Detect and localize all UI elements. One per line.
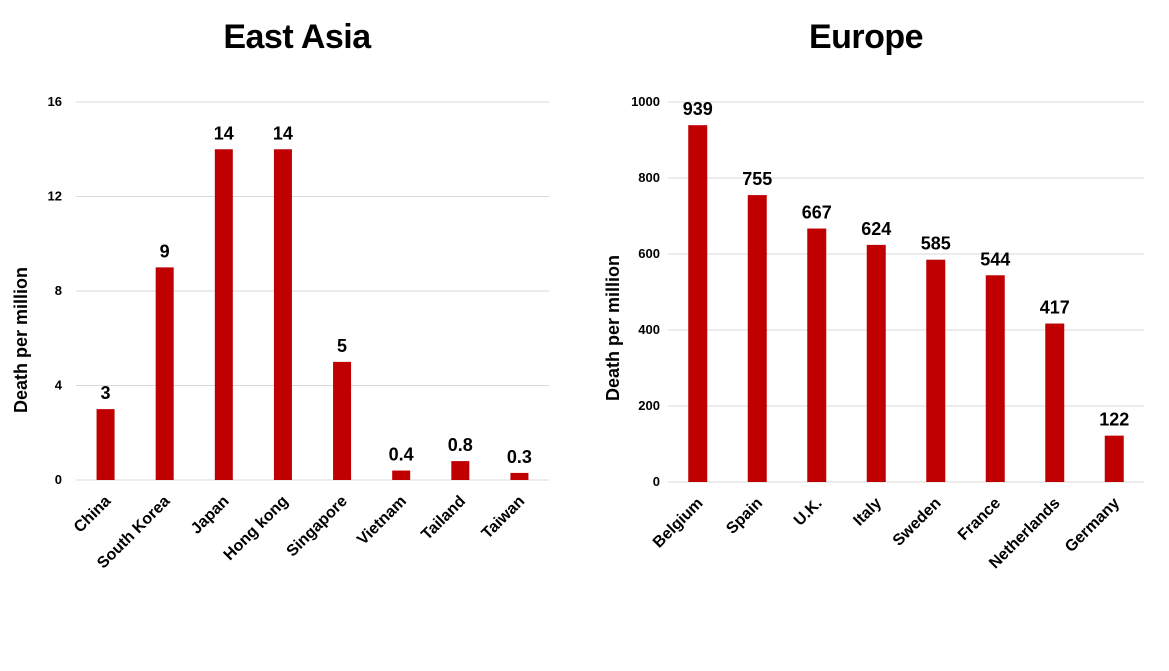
y-tick-label: 8 xyxy=(55,283,62,298)
chart-europe: Europe Death per million 0 200 400 600 800 10… xyxy=(603,18,1144,572)
data-label: 585 xyxy=(921,234,951,254)
bar xyxy=(214,149,233,480)
bars xyxy=(688,125,1124,483)
gridlines xyxy=(668,101,1144,483)
x-tick-label: Singapore xyxy=(284,493,351,560)
bar xyxy=(1104,435,1124,482)
y-tick-labels: 0 4 8 12 16 xyxy=(48,94,63,487)
data-label: 544 xyxy=(980,249,1010,269)
data-label: 667 xyxy=(802,203,832,223)
x-tick-label: Hong kong xyxy=(221,493,292,564)
y-tick-label: 0 xyxy=(653,474,660,489)
x-tick-label: Spain xyxy=(723,495,766,538)
bar xyxy=(926,259,946,482)
bar xyxy=(985,275,1005,482)
data-label: 3 xyxy=(101,383,111,403)
bar xyxy=(96,409,115,480)
data-label: 939 xyxy=(683,99,713,119)
bar xyxy=(333,361,352,480)
y-tick-label: 400 xyxy=(638,322,660,337)
x-tick-label: Belgium xyxy=(650,495,707,552)
x-tick-label: U.K. xyxy=(791,495,826,530)
x-tick-labels: Belgium Spain U.K. Italy Sweden FranceNetherl… xyxy=(650,495,1123,572)
bar xyxy=(510,472,529,480)
gridlines xyxy=(76,101,549,481)
y-tick-label: 12 xyxy=(48,189,62,204)
y-tick-label: 16 xyxy=(48,94,62,109)
x-tick-label: Taiwan xyxy=(479,493,529,543)
bar xyxy=(747,195,767,482)
bar xyxy=(392,470,411,480)
y-tick-label: 600 xyxy=(638,246,660,261)
bars xyxy=(96,149,529,480)
x-tick-label: Italy xyxy=(850,495,885,530)
y-tick-label: 800 xyxy=(638,170,660,185)
bar xyxy=(273,149,292,480)
bar xyxy=(688,125,708,483)
y-tick-label: 1000 xyxy=(631,94,660,109)
y-tick-label: 0 xyxy=(55,472,62,487)
data-label: 755 xyxy=(742,169,772,189)
data-labels: 3 9 14 14 5 0.4 0.8 0.3 xyxy=(101,123,532,467)
data-label: 9 xyxy=(160,241,170,261)
bar xyxy=(807,228,827,482)
bar xyxy=(866,244,886,482)
x-tick-label: Vietnam xyxy=(354,493,410,549)
y-tick-label: 4 xyxy=(55,378,63,393)
data-label: 0.8 xyxy=(448,435,473,455)
x-tick-label: Tailand xyxy=(418,493,469,544)
data-label: 0.3 xyxy=(507,447,532,467)
bar xyxy=(1045,323,1065,482)
x-tick-label: China xyxy=(71,493,115,537)
chart-east-asia: East Asia Death per million 0 4 8 12 16 3 9 14… xyxy=(11,18,549,572)
y-tick-label: 200 xyxy=(638,398,660,413)
bar xyxy=(451,461,470,480)
data-label: 417 xyxy=(1040,298,1070,318)
data-label: 14 xyxy=(214,123,234,143)
x-tick-label: Germany xyxy=(1062,495,1123,556)
x-tick-label: France xyxy=(955,495,1004,544)
data-label: 5 xyxy=(337,336,347,356)
bar xyxy=(155,267,174,480)
x-tick-label: Japan xyxy=(188,493,233,538)
y-tick-labels: 0 200 400 600 800 1000 xyxy=(631,94,660,489)
y-axis-label: Death per million xyxy=(603,255,623,401)
chart-title: Europe xyxy=(809,18,923,56)
data-label: 122 xyxy=(1099,410,1129,430)
y-axis-label: Death per million xyxy=(11,267,31,413)
data-labels: 939 755 667 624 585 544 417 122 xyxy=(683,99,1130,429)
data-label: 14 xyxy=(273,123,293,143)
x-tick-label: Sweden xyxy=(890,495,945,550)
data-label: 0.4 xyxy=(389,445,414,465)
chart-title: East Asia xyxy=(223,18,372,56)
data-label: 624 xyxy=(861,219,891,239)
